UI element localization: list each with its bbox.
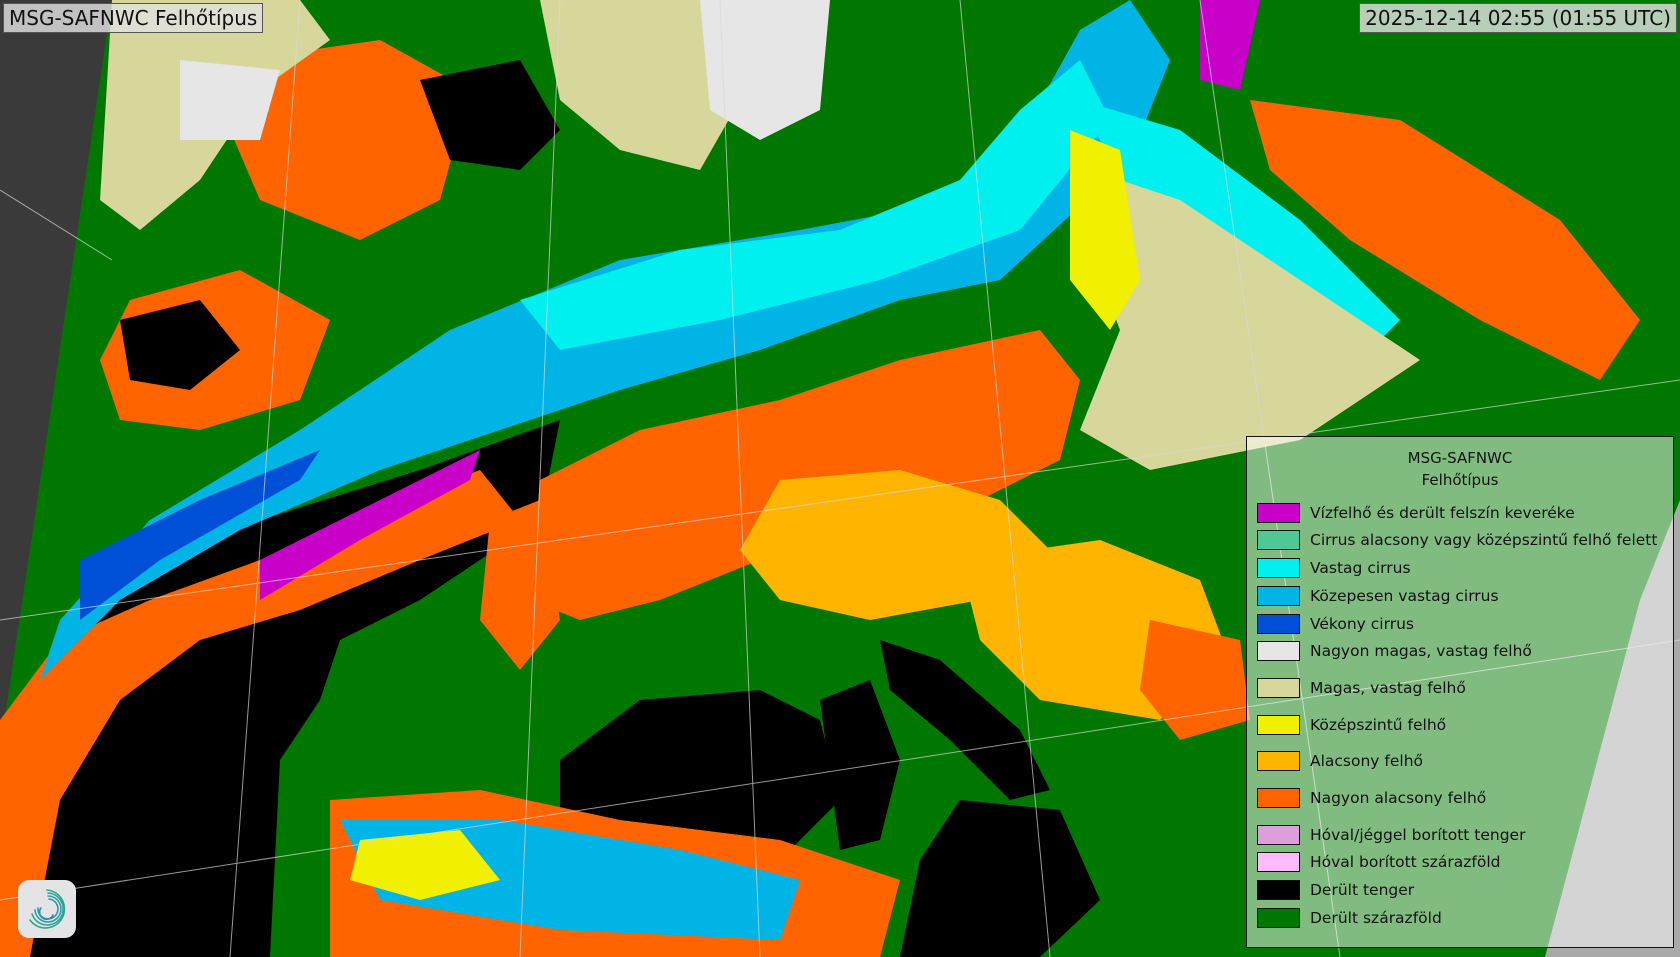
legend-label: Nagyon alacsony felhő — [1310, 789, 1487, 807]
cloud-very-low-north — [230, 40, 470, 240]
legend-label: Hóval/jéggel borított tenger — [1310, 826, 1526, 844]
cloud-mixed-ne — [1200, 0, 1260, 90]
legend-label: Vízfelhő és derült felszín keveréke — [1310, 504, 1575, 522]
legend-label: Derült tenger — [1310, 881, 1415, 899]
legend-swatch — [1257, 558, 1300, 578]
legend-item: Vékony cirrus — [1257, 614, 1414, 634]
clear-sea-west — [120, 300, 240, 390]
cloud-high-thick-n — [540, 0, 740, 170]
clear-sea-north — [420, 60, 560, 170]
cloud-mid-south — [350, 830, 500, 900]
legend-swatch — [1257, 880, 1300, 900]
legend-item: Középszintű felhő — [1257, 715, 1446, 735]
legend-label: Alacsony felhő — [1310, 752, 1424, 770]
legend-item: Nagyon magas, vastag felhő — [1257, 641, 1532, 661]
legend-swatch — [1257, 503, 1300, 523]
cloud-very-high-n — [700, 0, 830, 140]
cloud-high-thick-east — [1080, 170, 1420, 470]
legend-item: Cirrus alacsony vagy középszintű felhő f… — [1257, 530, 1657, 550]
swirl-icon — [29, 889, 66, 929]
legend-item: Magas, vastag felhő — [1257, 678, 1466, 698]
legend-swatch — [1257, 641, 1300, 661]
legend-label: Közepesen vastag cirrus — [1310, 587, 1499, 605]
cloud-very-low-central — [530, 330, 1080, 620]
legend-label: Vastag cirrus — [1310, 559, 1411, 577]
legend: MSG-SAFNWC Felhőtípus Vízfelhő és derült… — [1246, 436, 1674, 948]
sea-tyrrhenian — [820, 680, 900, 850]
legend-swatch — [1257, 788, 1300, 808]
legend-title: MSG-SAFNWC — [1407, 449, 1513, 467]
legend-subtitle: Felhőtípus — [1421, 471, 1499, 489]
legend-swatch — [1257, 530, 1300, 550]
legend-label: Hóval borított szárazföld — [1310, 853, 1501, 871]
cloud-very-low-ne — [1250, 100, 1640, 380]
sea-adriatic — [880, 640, 1050, 800]
legend-item: Vastag cirrus — [1257, 558, 1411, 578]
legend-swatch — [1257, 614, 1300, 634]
legend-label: Vékony cirrus — [1310, 615, 1414, 633]
legend-swatch — [1257, 678, 1300, 698]
legend-item: Hóval/jéggel borított tenger — [1257, 825, 1525, 845]
swirl-logo-icon[interactable] — [18, 880, 76, 938]
cloud-very-high-w — [180, 60, 280, 140]
sea-mediterranean-w — [560, 690, 840, 860]
legend-swatch — [1257, 908, 1300, 928]
sea-ionian — [900, 800, 1100, 957]
legend-swatch — [1257, 751, 1300, 771]
mixed-cloud-band — [260, 450, 480, 600]
legend-label: Derült szárazföld — [1310, 909, 1442, 927]
legend-item: Vízfelhő és derült felszín keveréke — [1257, 503, 1575, 523]
legend-label: Középszintű felhő — [1310, 716, 1447, 734]
legend-swatch — [1257, 825, 1300, 845]
legend-label: Nagyon magas, vastag felhő — [1310, 642, 1532, 660]
legend-swatch — [1257, 715, 1300, 735]
legend-item: Hóval borított szárazföld — [1257, 852, 1501, 872]
legend-swatch — [1257, 586, 1300, 606]
cirrus-thin-band — [80, 450, 320, 620]
legend-item: Nagyon alacsony felhő — [1257, 788, 1486, 808]
product-title: MSG-SAFNWC Felhőtípus — [3, 3, 264, 33]
legend-label: Cirrus alacsony vagy középszintű felhő f… — [1310, 531, 1658, 549]
cloud-mid-level-east — [1070, 130, 1140, 330]
legend-item: Közepesen vastag cirrus — [1257, 586, 1499, 606]
legend-item: Derült tenger — [1257, 880, 1414, 900]
legend-label: Magas, vastag felhő — [1310, 679, 1466, 697]
timestamp-label: 2025-12-14 02:55 (01:55 UTC) — [1359, 3, 1677, 33]
legend-item: Alacsony felhő — [1257, 751, 1423, 771]
cloud-very-low-east — [1140, 620, 1250, 740]
legend-swatch — [1257, 852, 1300, 872]
cirrus-thick-band — [520, 60, 1110, 350]
legend-item: Derült szárazföld — [1257, 908, 1442, 928]
